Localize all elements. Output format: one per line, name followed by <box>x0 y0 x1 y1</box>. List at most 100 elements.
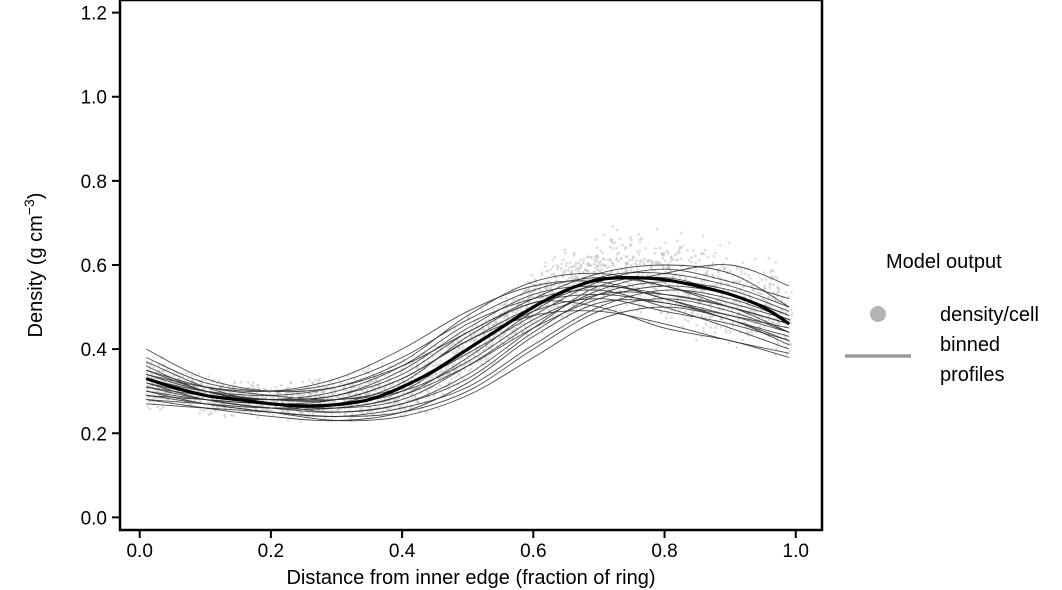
density-point <box>748 293 751 296</box>
density-point <box>424 352 427 355</box>
density-point <box>242 410 246 414</box>
density-point <box>301 380 305 384</box>
density-point <box>161 406 165 409</box>
density-point <box>489 343 492 346</box>
density-point <box>660 252 664 255</box>
density-point <box>580 264 583 268</box>
density-point <box>439 359 442 363</box>
density-point <box>434 386 438 390</box>
density-point <box>790 308 793 312</box>
density-point <box>712 254 716 258</box>
density-point <box>630 263 633 267</box>
density-point <box>145 392 148 396</box>
density-point <box>233 382 236 385</box>
density-point <box>671 275 674 279</box>
density-point <box>150 373 153 376</box>
y-axis-title-main: Density (g cm <box>25 215 47 337</box>
density-point <box>660 299 664 303</box>
density-point <box>311 382 315 385</box>
binned-profile-line <box>146 306 790 422</box>
density-point <box>597 286 601 290</box>
density-point <box>426 378 429 381</box>
binned-profile-line <box>146 299 790 422</box>
density-point <box>514 311 518 314</box>
density-point <box>289 381 293 385</box>
density-point <box>596 260 599 263</box>
density-point <box>661 257 665 260</box>
density-point <box>694 254 697 257</box>
density-point <box>570 277 574 280</box>
density-point <box>560 267 563 271</box>
binned-profiles <box>146 264 790 422</box>
density-point <box>681 245 685 248</box>
density-point <box>638 249 642 253</box>
density-point <box>701 326 705 330</box>
density-point <box>410 365 414 369</box>
density-point <box>146 405 149 408</box>
density-point <box>680 231 683 235</box>
density-point <box>185 371 188 375</box>
density-point <box>512 299 515 302</box>
density-point <box>694 268 698 272</box>
density-point <box>625 303 629 307</box>
density-point <box>483 348 486 351</box>
density-point <box>441 370 444 373</box>
density-point <box>749 330 753 333</box>
density-point <box>441 392 445 396</box>
binned-profile-line <box>146 298 790 417</box>
density-point <box>567 269 570 272</box>
density-point <box>551 258 555 262</box>
density-point <box>670 257 674 261</box>
density-point <box>785 311 788 314</box>
density-point <box>642 261 646 264</box>
density-point <box>704 322 708 326</box>
density-point <box>769 282 772 286</box>
density-point <box>544 265 547 268</box>
density-point <box>239 380 243 384</box>
density-point <box>628 282 632 285</box>
density-point <box>777 288 780 291</box>
density-point <box>190 403 193 406</box>
density-point <box>416 401 419 404</box>
density-point <box>271 413 274 417</box>
density-point <box>686 319 690 323</box>
density-point <box>749 277 752 280</box>
density-point <box>772 291 776 295</box>
density-point <box>616 270 620 274</box>
density-point <box>504 296 508 300</box>
density-point <box>716 274 720 278</box>
density-point <box>621 243 624 247</box>
density-point <box>456 350 460 354</box>
density-point <box>653 252 656 255</box>
density-point <box>522 298 525 302</box>
density-point <box>728 328 732 331</box>
density-point <box>599 269 602 273</box>
density-point <box>467 369 471 372</box>
density-point <box>713 331 717 334</box>
density-point <box>431 355 435 359</box>
density-point <box>718 267 721 271</box>
density-point <box>516 309 520 312</box>
density-point <box>362 369 365 373</box>
density-point <box>501 304 505 308</box>
density-point <box>719 284 722 287</box>
density-point <box>619 309 623 313</box>
density-point <box>703 248 707 252</box>
density-point <box>157 364 161 367</box>
density-point <box>601 251 604 255</box>
density-point <box>742 261 745 264</box>
density-point <box>561 315 565 318</box>
density-point <box>585 256 589 259</box>
density-point <box>544 261 547 264</box>
density-point <box>701 235 705 238</box>
density-point <box>506 347 509 351</box>
density-point <box>440 385 443 388</box>
density-point <box>651 304 654 308</box>
density-point <box>438 384 441 387</box>
density-point <box>225 390 228 394</box>
density-point <box>230 413 233 417</box>
density-point <box>638 262 642 266</box>
density-point <box>487 357 490 360</box>
density-point <box>700 280 703 284</box>
